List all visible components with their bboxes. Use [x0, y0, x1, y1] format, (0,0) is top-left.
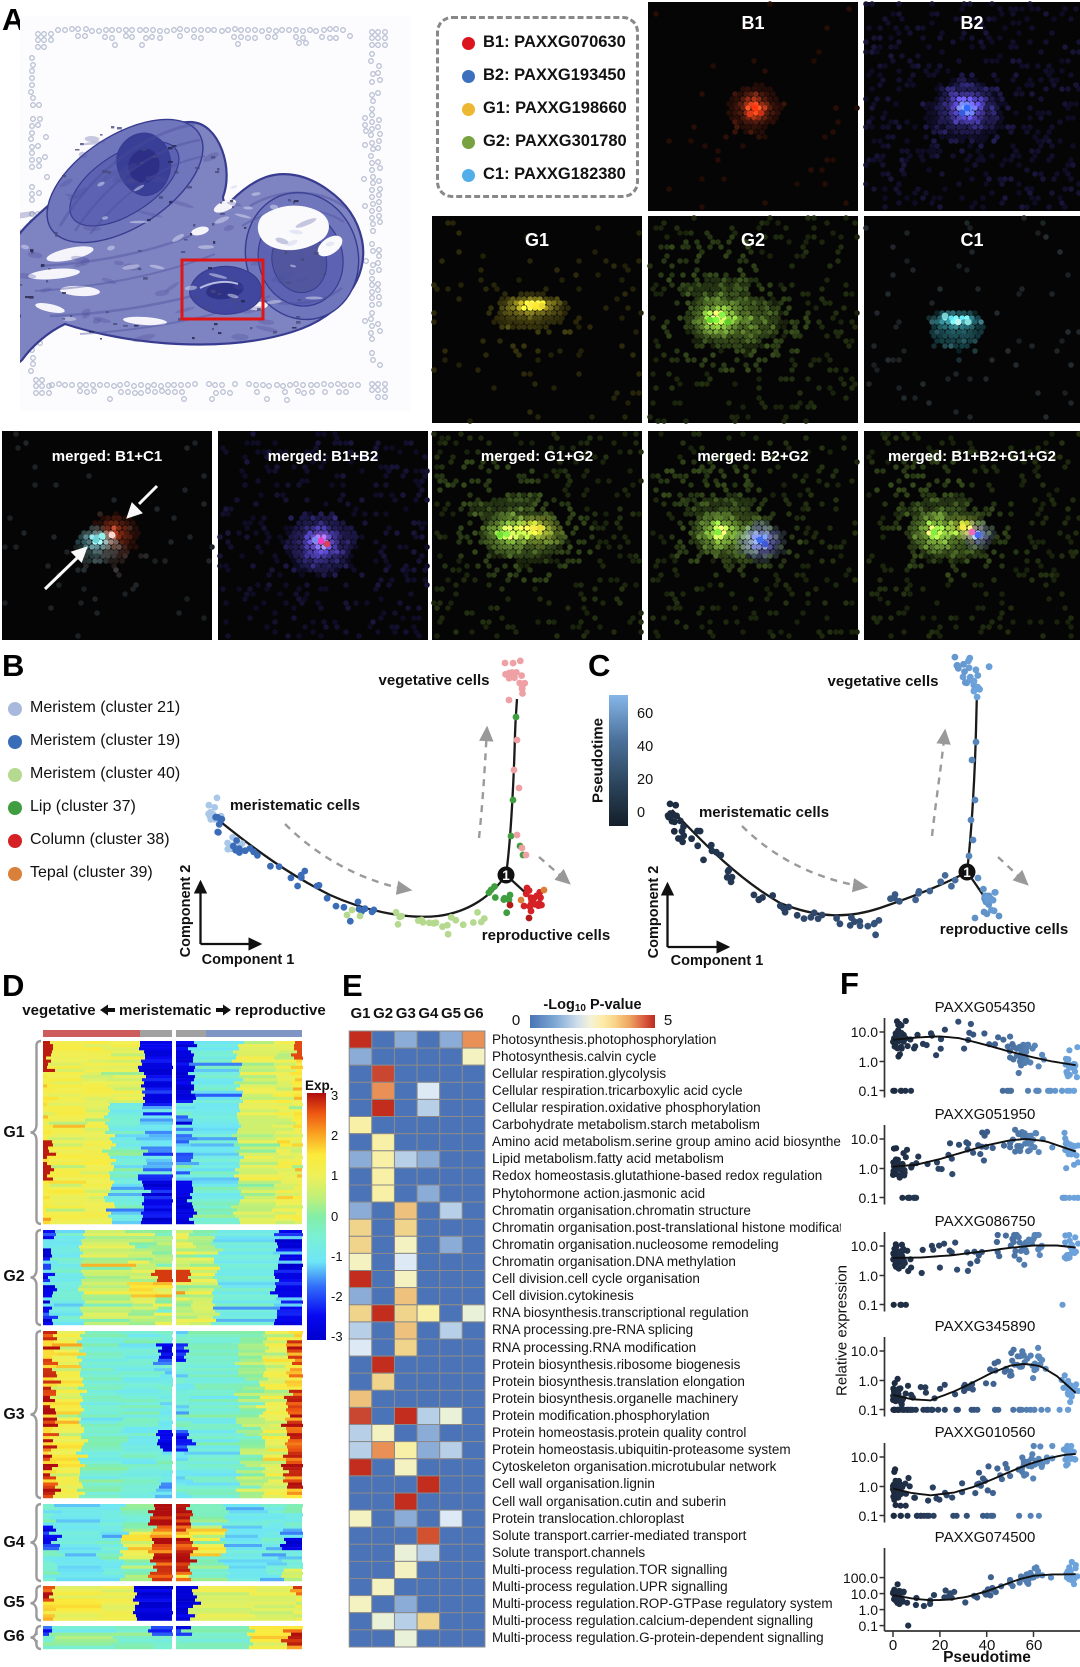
svg-text:1: 1 — [963, 865, 971, 880]
svg-text:1: 1 — [502, 868, 510, 883]
